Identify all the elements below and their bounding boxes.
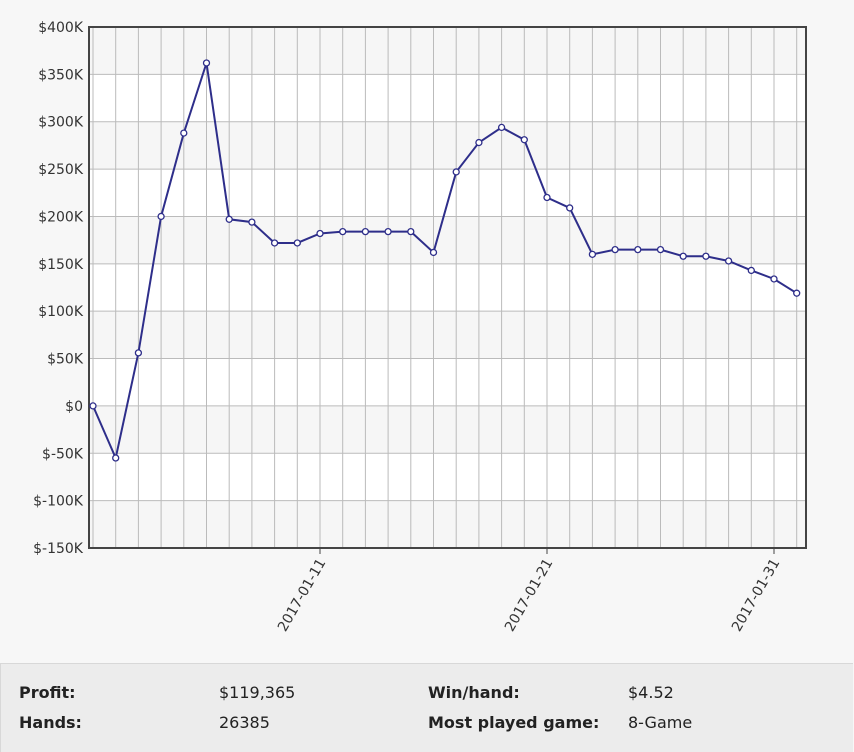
y-tick-label: $300K	[38, 115, 84, 131]
y-tick-label: $400K	[38, 20, 84, 36]
data-point	[475, 138, 483, 147]
data-point	[702, 252, 710, 260]
data-point	[679, 252, 687, 260]
grid-band	[89, 500, 806, 548]
grid-band	[89, 27, 806, 75]
stat-label: Profit:	[19, 683, 76, 702]
y-tick-label: $150K	[38, 257, 84, 273]
data-point	[157, 212, 165, 221]
data-point	[770, 275, 778, 283]
data-point	[248, 218, 256, 226]
data-point	[293, 239, 301, 247]
data-point	[793, 289, 801, 297]
data-point	[134, 349, 143, 357]
stat-label: Hands:	[19, 713, 82, 732]
series-line	[92, 62, 798, 462]
data-point	[747, 266, 755, 275]
stat-label: Win/hand:	[428, 683, 520, 702]
data-point	[202, 59, 211, 67]
y-tick-label: $200K	[38, 209, 84, 225]
data-point	[89, 402, 97, 410]
grid-band	[89, 311, 806, 359]
data-point	[407, 227, 415, 236]
data-point	[566, 204, 574, 212]
data-point	[225, 215, 233, 223]
y-tick-label: $-100K	[33, 494, 84, 510]
y-tick-label: $-50K	[42, 446, 84, 462]
data-point	[656, 245, 665, 254]
stat-value: $119,365	[219, 683, 296, 702]
data-point	[724, 257, 733, 265]
data-point	[316, 229, 324, 238]
grid-band	[89, 405, 806, 454]
plot-area	[89, 27, 806, 548]
data-point	[588, 250, 597, 258]
y-tick-label: $350K	[38, 67, 84, 83]
stat-value: 8-Game	[628, 713, 693, 732]
y-tick-label: $0	[65, 399, 83, 415]
x-tick-label: 2017-01-31	[729, 556, 784, 634]
stat-label: Most played game:	[428, 713, 600, 732]
data-point	[180, 129, 188, 137]
y-tick-label: $50K	[47, 352, 84, 368]
data-point	[339, 227, 347, 236]
grid-band	[89, 121, 806, 170]
x-tick-label: 2017-01-21	[502, 556, 557, 634]
y-tick-label: $-150K	[33, 541, 84, 557]
data-point	[634, 245, 642, 254]
data-point	[112, 454, 120, 462]
data-point	[384, 227, 392, 236]
y-tick-label: $250K	[38, 162, 84, 178]
stat-value: 26385	[219, 713, 270, 732]
data-point	[611, 245, 619, 254]
stats-panel: Profit: $119,365 Win/hand: $4.52 Hands: …	[0, 663, 853, 752]
x-tick-label: 2017-01-11	[275, 556, 330, 634]
data-point	[429, 248, 438, 257]
data-point	[361, 227, 370, 236]
data-point	[543, 193, 551, 202]
data-point	[520, 136, 528, 144]
data-point	[497, 123, 506, 132]
stat-value: $4.52	[628, 683, 674, 702]
chart: $-150K $-100K $-50K $0 $50K $100K $150K $200K $2…	[33, 20, 807, 634]
y-tick-label: $100K	[38, 304, 84, 320]
data-point	[270, 239, 279, 247]
plot-border	[88, 26, 807, 549]
data-point	[452, 168, 460, 176]
